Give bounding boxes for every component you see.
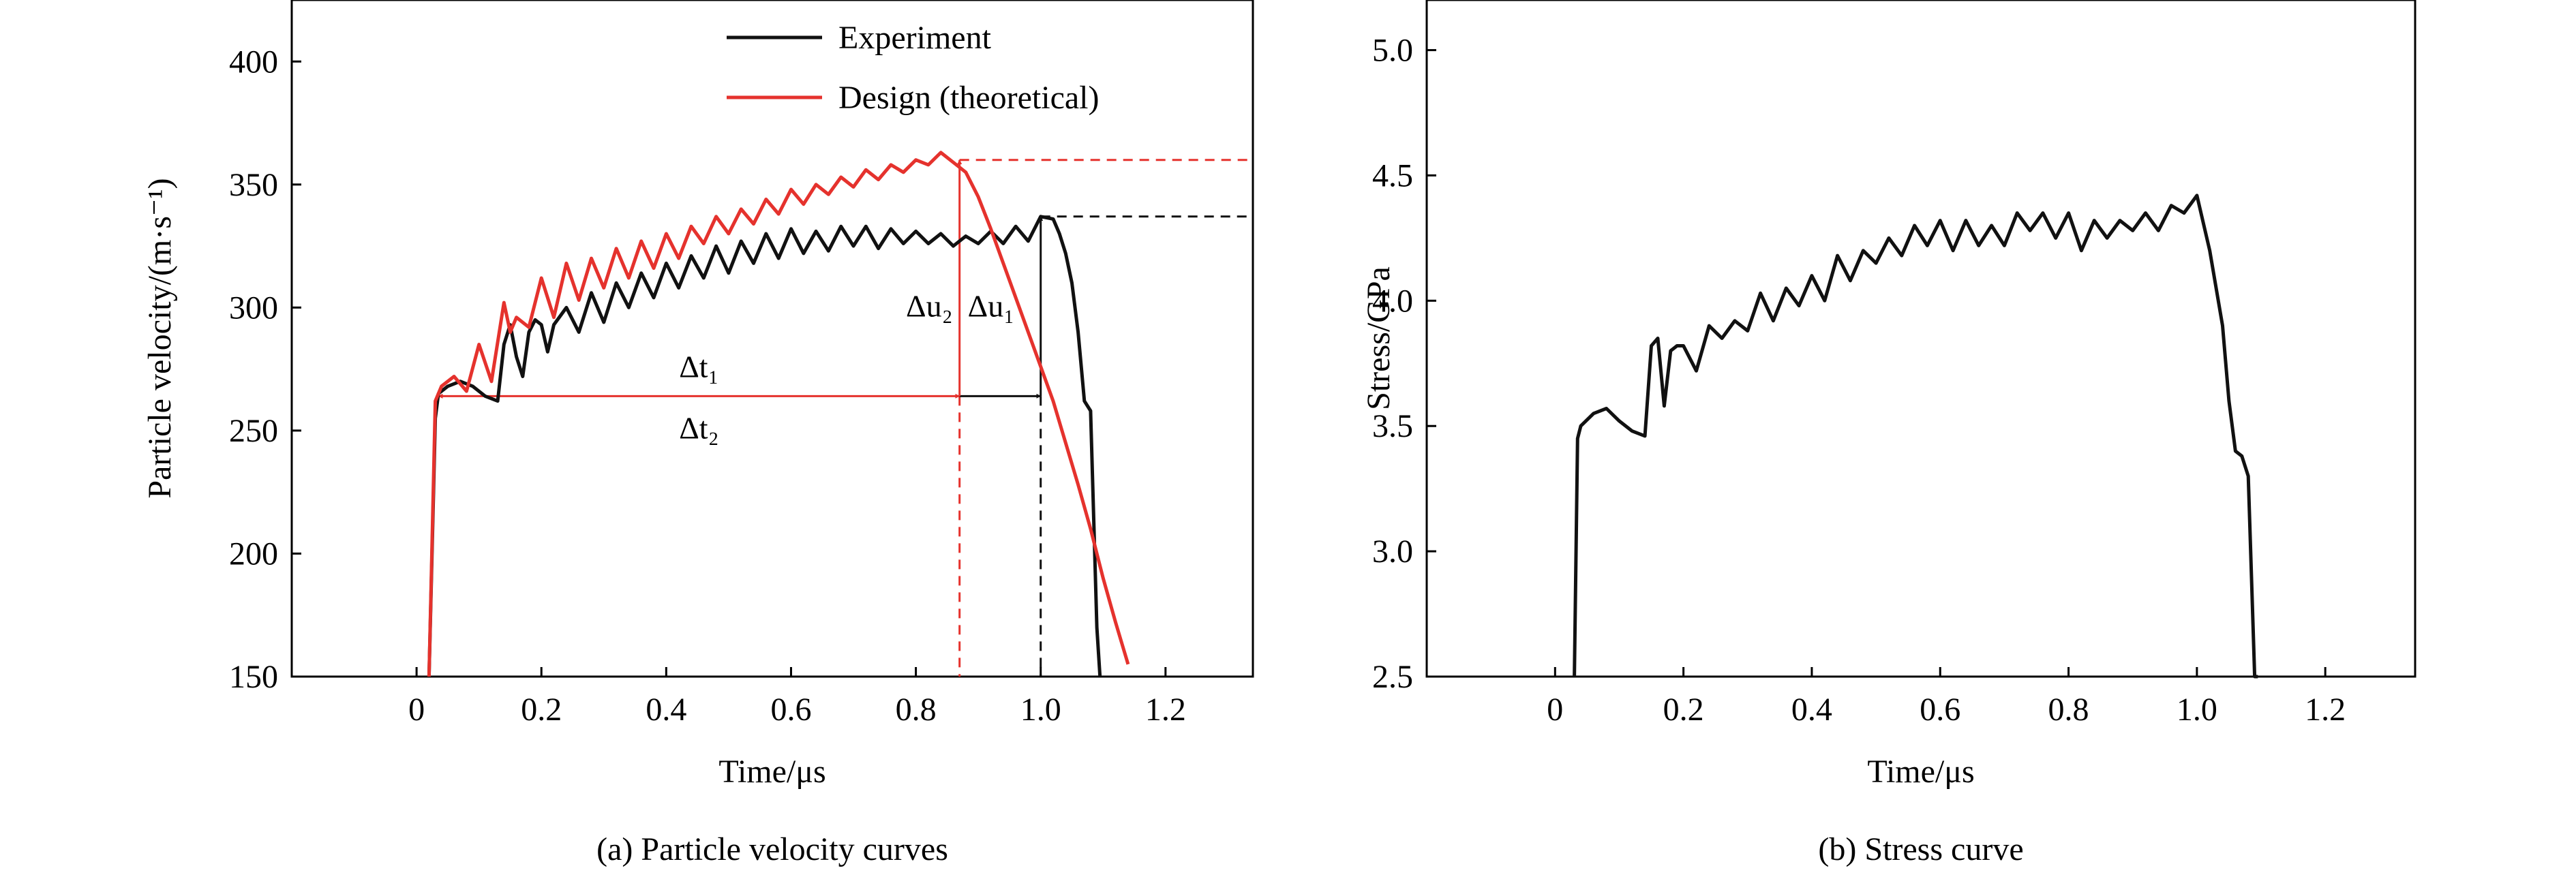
x-tick-label: 0.4 — [1791, 692, 1832, 728]
x-tick-label: 0.8 — [896, 692, 937, 728]
x-tick-label: 0.6 — [770, 692, 811, 728]
legend: Experiment Design (theoretical) — [727, 20, 1100, 116]
y-tick-label: 350 — [229, 167, 278, 203]
reference-lines — [438, 159, 1253, 677]
annotation-dt2: Δt₂ — [679, 410, 718, 445]
y-tick-label: 200 — [229, 536, 278, 572]
x-tick-label: 1.2 — [1145, 692, 1186, 728]
plot-frame — [290, 0, 1254, 678]
y-tick-label: 150 — [229, 659, 278, 695]
series-line-0 — [427, 215, 1102, 677]
x-tick-label: 1.0 — [2177, 692, 2217, 728]
x-axis-ticks: 0 0.2 0.4 0.6 0.8 1.0 1.2 — [408, 667, 1186, 728]
annotation-dt1: Δt₁ — [679, 349, 718, 384]
series-line-0 — [1573, 194, 2258, 679]
y-tick-label: 3.5 — [1372, 408, 1413, 444]
y-axis-ticks: 150 200 250 300 350 400 — [229, 44, 301, 695]
x-tick-label: 0.6 — [1920, 692, 1960, 728]
x-tick-label: 0.2 — [1663, 692, 1704, 728]
x-tick-label: 0 — [408, 692, 425, 728]
x-axis-label: Time/μs — [718, 754, 825, 790]
x-axis-ticks: 0 0.2 0.4 0.6 0.8 1.0 1.2 — [1547, 667, 2346, 728]
legend-label-design: Design (theoretical) — [838, 80, 1100, 116]
x-axis-label: Time/μs — [1867, 754, 1974, 790]
x-tick-label: 0.4 — [646, 692, 686, 728]
y-axis-label: Particle velocity/(m·s⁻¹) — [142, 178, 178, 498]
y-tick-label: 2.5 — [1372, 659, 1413, 695]
x-tick-label: 0.8 — [2048, 692, 2089, 728]
y-tick-label: 400 — [229, 44, 278, 80]
y-tick-label: 5.0 — [1372, 33, 1413, 69]
x-tick-label: 0.2 — [521, 692, 562, 728]
legend-label-experiment: Experiment — [838, 20, 992, 56]
velocity-chart: 0 0.2 0.4 0.6 0.8 1.0 1.2 150 200 250 300 350 400 Δ… — [142, 0, 1254, 867]
caption: (b) Stress curve — [1818, 831, 2023, 867]
y-axis-ticks: 2.5 3.0 3.5 4.0 4.5 5.0 — [1372, 33, 1436, 695]
series-lines — [1573, 194, 2258, 679]
series-lines — [427, 151, 1130, 677]
plot-frame — [1425, 0, 2416, 678]
y-tick-label: 4.5 — [1372, 157, 1413, 194]
caption: (a) Particle velocity curves — [596, 831, 948, 867]
y-axis-label: Stress/GPa — [1361, 266, 1397, 410]
y-tick-label: 250 — [229, 413, 278, 449]
x-tick-label: 0 — [1547, 692, 1563, 728]
x-tick-label: 1.2 — [2305, 692, 2346, 728]
y-tick-label: 3.0 — [1372, 534, 1413, 570]
stress-chart: 0 0.2 0.4 0.6 0.8 1.0 1.2 2.5 3.0 3.5 4.0 4.5 5.0 T… — [1361, 0, 2416, 867]
annotation-du2: Δu₂ — [906, 289, 953, 324]
annotation-du1: Δu₁ — [968, 289, 1015, 324]
series-line-1 — [427, 151, 1130, 677]
y-tick-label: 300 — [229, 290, 278, 326]
y-tick-label: 4.0 — [1372, 283, 1413, 319]
x-tick-label: 1.0 — [1020, 692, 1061, 728]
annotations: Δt₁ Δt₂ Δu₁ Δu₂ — [679, 289, 1014, 446]
